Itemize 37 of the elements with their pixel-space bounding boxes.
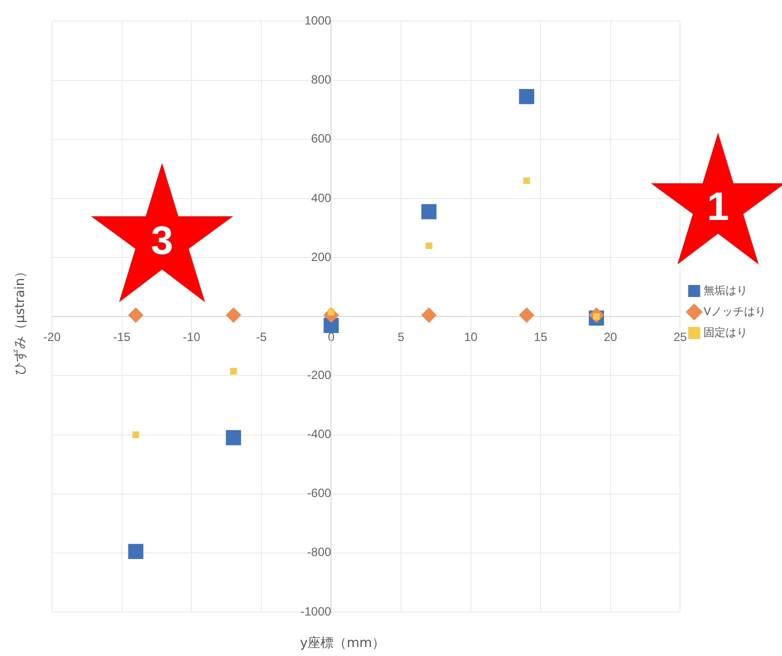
point <box>132 431 140 438</box>
y-tick-label: 200 <box>311 250 332 264</box>
point <box>519 308 534 323</box>
x-tick-label: 25 <box>673 330 688 344</box>
y-tick-label: 800 <box>311 72 332 87</box>
x-tick-label: -15 <box>113 330 131 344</box>
point <box>226 308 241 323</box>
x-tick-label: -10 <box>182 330 201 344</box>
y-tick-label: -200 <box>307 368 332 382</box>
legend-label: 無垢はり <box>704 285 748 298</box>
y-tick-label: -600 <box>307 486 332 500</box>
x-tick-label: 5 <box>398 330 405 344</box>
point <box>426 242 432 250</box>
x-tick-label: -20 <box>43 330 61 344</box>
y-tick-label: -1000 <box>300 604 332 618</box>
y-tick-label: 600 <box>311 132 332 146</box>
y-tick-label: -400 <box>307 427 332 442</box>
point <box>128 308 144 323</box>
point <box>421 308 436 323</box>
y-tick-label: 1000 <box>304 14 332 28</box>
y-tick-label: -800 <box>307 545 332 560</box>
x-tick-label: 15 <box>534 330 548 344</box>
legend-label: Vノッチはり <box>704 306 766 318</box>
point <box>523 177 530 184</box>
point <box>519 88 534 104</box>
x-axis-title: y座標（mm） <box>300 635 386 652</box>
y-tick-label: 400 <box>311 190 332 205</box>
point <box>421 204 436 220</box>
point <box>324 318 339 334</box>
legend-label: 固定はり <box>704 326 748 340</box>
point <box>230 368 237 375</box>
x-tick-label: 20 <box>604 330 618 344</box>
y-axis-title: ひずみ（μstrain） <box>12 264 29 376</box>
point <box>226 430 242 446</box>
point <box>128 544 144 560</box>
x-tick-label: -5 <box>256 330 268 344</box>
x-tick-label: 10 <box>464 330 478 344</box>
